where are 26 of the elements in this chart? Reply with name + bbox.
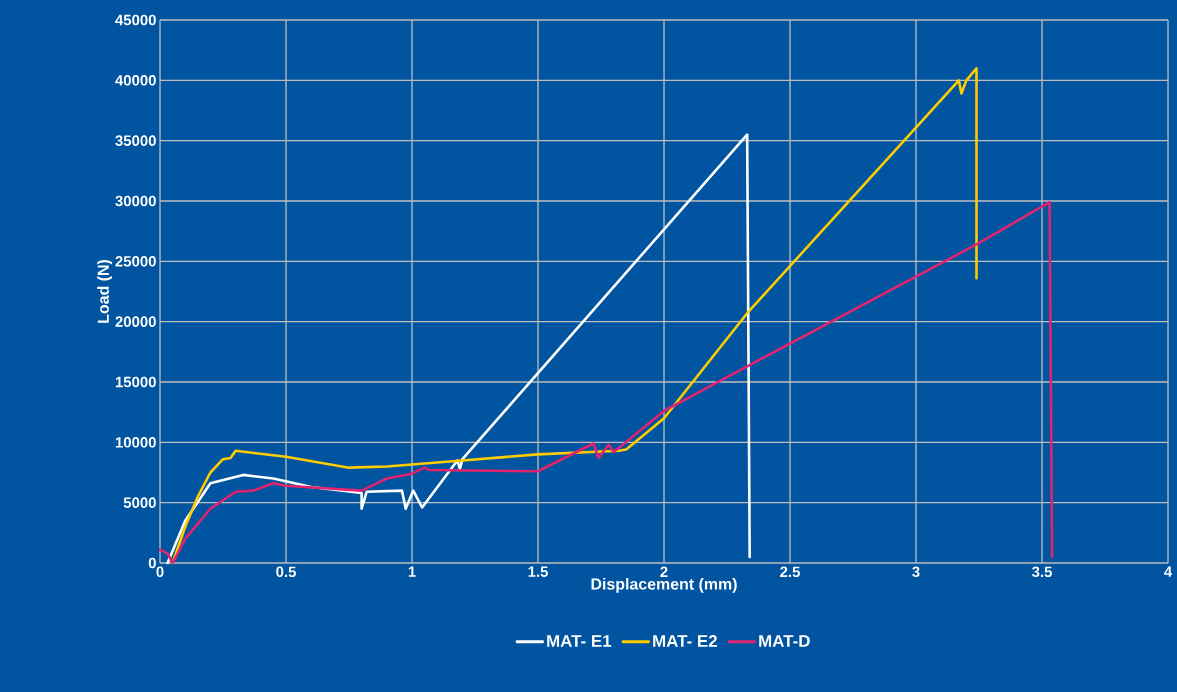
y-tick-label: 15000 — [115, 376, 156, 388]
y-tick-label: 35000 — [115, 135, 156, 146]
x-tick-label: 0.5 — [276, 566, 296, 578]
legend-label: MAT- E1 — [547, 635, 612, 647]
x-tick-label: 1 — [408, 566, 416, 577]
line-series — [166, 133, 751, 565]
x-tick-label: 1.5 — [528, 566, 548, 577]
y-tick-label: 5000 — [123, 497, 156, 508]
x-tick-label: 3 — [912, 566, 920, 578]
y-tick-label: 10000 — [115, 437, 156, 448]
y-tick-label: 20000 — [115, 316, 156, 327]
y-tick-label: 45000 — [115, 14, 156, 26]
x-tick-label: 4 — [1164, 566, 1173, 577]
y-tick-label: 30000 — [115, 195, 156, 207]
line-series — [158, 200, 1054, 565]
x-tick-label: 2 — [660, 566, 668, 577]
legend-label: MAT- E2 — [653, 635, 717, 647]
y-tick-label: 25000 — [115, 256, 156, 267]
x-tick-label: 3.5 — [1031, 566, 1052, 578]
legend-label: MAT-D — [759, 635, 810, 647]
y-axis-title: Load (N) — [97, 259, 113, 323]
x-axis-title: Displacement (mm) — [591, 577, 737, 593]
x-tick-label: 0 — [156, 566, 164, 578]
y-tick-label: 0 — [148, 557, 156, 569]
x-tick-label: 2.5 — [780, 566, 800, 578]
y-tick-label: 40000 — [115, 75, 156, 86]
